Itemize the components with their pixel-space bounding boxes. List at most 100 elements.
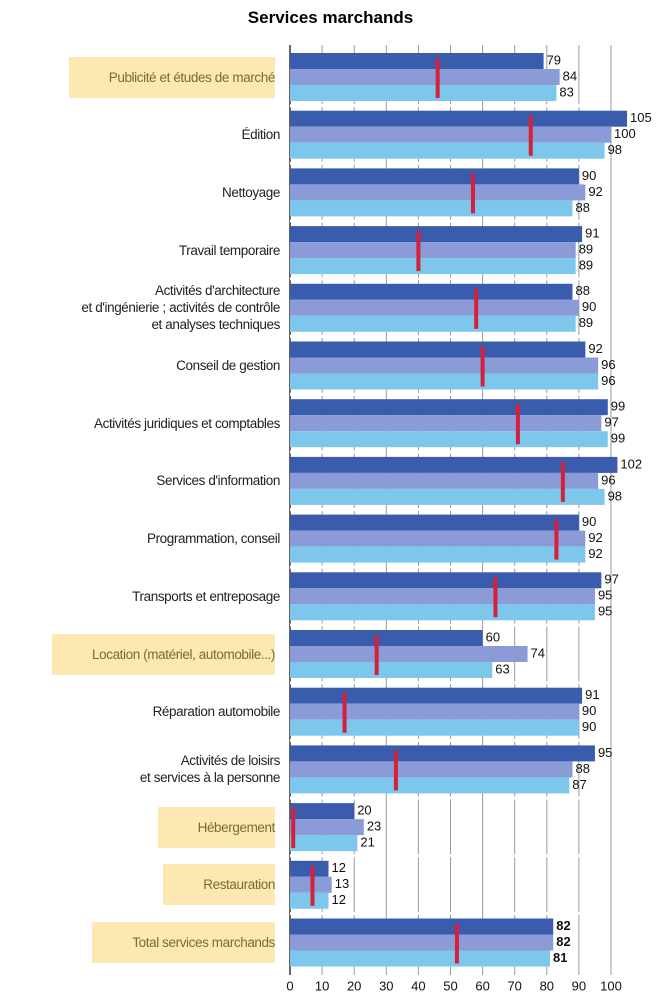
bar: [290, 860, 329, 877]
marker: [470, 173, 475, 214]
marker: [493, 577, 498, 618]
bar: [290, 803, 355, 820]
category-label: Travail temporaire: [178, 242, 280, 258]
value-label: 90: [582, 514, 596, 529]
category-label: Restauration: [163, 864, 275, 906]
value-label: 96: [601, 472, 615, 487]
x-tick-label: 100: [600, 978, 622, 993]
category-label: Activités d'architecture et d'ingénierie…: [81, 283, 280, 333]
category-label: Conseil de gestion: [176, 358, 280, 373]
bar: [290, 514, 579, 531]
category-label: Publicité et études de marché: [68, 56, 275, 98]
bar: [290, 761, 573, 778]
bar: [290, 918, 554, 935]
bar: [290, 53, 544, 69]
value-label: 102: [620, 456, 642, 471]
bar: [290, 892, 329, 909]
category-label: Activités juridiques et comptables: [94, 415, 280, 431]
value-label: 98: [608, 488, 622, 503]
category-label: Transports et entreposage: [132, 588, 280, 604]
value-label: 79: [547, 52, 561, 67]
bar: [290, 184, 586, 201]
value-label: 96: [601, 373, 615, 388]
bar: [290, 456, 618, 473]
marker: [435, 58, 440, 98]
value-label: 99: [611, 399, 625, 414]
bar: [290, 934, 554, 951]
value-label: 92: [588, 184, 602, 199]
bar: [290, 315, 576, 332]
bar: [290, 299, 579, 316]
marker: [480, 346, 485, 387]
category-label: Location (matériel, automobile...): [52, 633, 275, 675]
x-tick-label: 90: [572, 978, 586, 993]
bar: [290, 662, 493, 678]
marker: [310, 865, 315, 906]
value-label: 95: [598, 588, 612, 603]
x-tick-label: 80: [540, 978, 554, 993]
bar: [290, 950, 551, 967]
value-label: 82: [556, 918, 570, 933]
bar: [290, 415, 602, 432]
value-label: 12: [332, 892, 346, 907]
bar: [290, 126, 611, 143]
marker: [393, 750, 398, 791]
value-label: 12: [332, 860, 346, 875]
bar: [290, 168, 579, 185]
category-label: Réparation automobile: [152, 704, 281, 720]
marker: [560, 461, 565, 502]
value-label: 89: [579, 242, 593, 257]
bar: [290, 630, 483, 646]
value-label: 60: [486, 629, 500, 644]
category-label: Hébergement: [157, 806, 275, 848]
bar: [290, 745, 595, 762]
value-label: 96: [601, 357, 615, 372]
category-label: Programmation, conseil: [146, 531, 280, 547]
bar: [290, 283, 573, 300]
x-tick-label: 40: [411, 978, 425, 993]
chart-title: Services marchands: [247, 8, 414, 27]
value-label: 63: [495, 661, 509, 676]
value-label: 90: [582, 703, 596, 718]
bar: [290, 604, 595, 621]
x-tick-label: 20: [347, 978, 361, 993]
value-label: 89: [579, 258, 593, 273]
category-label: Nettoyage: [222, 184, 280, 200]
value-label: 97: [604, 572, 618, 587]
value-label: 13: [335, 876, 349, 891]
value-label: 90: [582, 299, 596, 314]
bar: [290, 835, 358, 852]
bar: [290, 472, 599, 489]
value-label: 92: [588, 341, 602, 356]
value-label: 87: [572, 777, 586, 792]
bar: [290, 69, 560, 85]
marker: [342, 692, 347, 733]
x-tick-label: 0: [286, 978, 293, 993]
marker: [515, 404, 520, 445]
marker: [291, 808, 296, 849]
bar: [290, 110, 628, 127]
value-label: 91: [585, 687, 599, 702]
bar: [290, 431, 608, 448]
value-label: 100: [614, 126, 636, 141]
bar: [290, 646, 528, 662]
marker: [374, 635, 379, 675]
value-label: 95: [598, 745, 612, 760]
value-label: 21: [360, 835, 374, 850]
value-label: 92: [588, 530, 602, 545]
category-label: Total services marchands: [92, 922, 275, 963]
value-label: 82: [556, 934, 570, 949]
bar: [290, 572, 602, 589]
x-tick-label: 30: [379, 978, 393, 993]
bar: [290, 142, 605, 159]
bar: [290, 687, 583, 704]
bar: [290, 85, 557, 101]
bar: [290, 530, 586, 547]
bar: [290, 588, 595, 605]
value-label: 89: [579, 315, 593, 330]
marker: [454, 923, 459, 964]
marker: [528, 115, 533, 156]
value-label: 90: [582, 719, 596, 734]
